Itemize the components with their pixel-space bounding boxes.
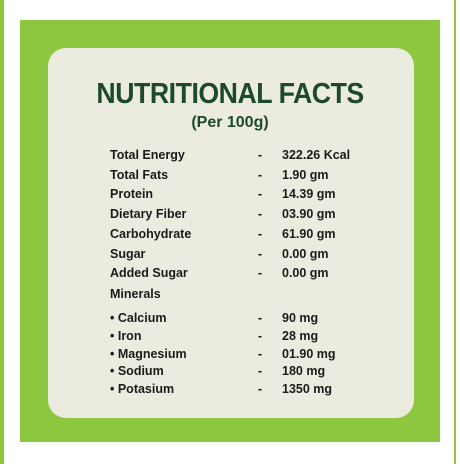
right-green-stripe [454,0,456,464]
mineral-label: • Calcium [110,311,167,325]
fact-value: 1.90 gm [282,168,329,182]
fact-label: Sugar [110,247,146,261]
mineral-row-calcium: • Calcium - 90 mg [110,311,390,331]
page-title: NUTRITIONAL FACTS [96,78,364,110]
fact-value: 61.90 gm [282,227,336,241]
mineral-value: 180 mg [282,364,326,378]
mineral-separator: - [258,347,263,361]
fact-row-sugar: Sugar - 0.00 gm [110,247,390,267]
mineral-separator: - [258,329,263,343]
fact-separator: - [258,247,263,261]
fact-label: Protein [110,187,154,201]
fact-row-added-sugar: Added Sugar - 0.00 gm [110,266,390,286]
fact-separator: - [258,227,263,241]
fact-value: 322.26 Kcal [282,148,351,162]
mineral-row-potasium: • Potasium - 1350 mg [110,382,390,402]
mineral-value: 28 mg [282,329,319,343]
fact-row-total-fats: Total Fats - 1.90 gm [110,168,390,188]
page-subtitle: (Per 100g) [0,114,460,132]
mineral-label: • Potasium [110,382,175,396]
mineral-value: 01.90 mg [282,347,336,361]
left-green-stripe [0,0,4,464]
mineral-label: • Sodium [110,364,164,378]
mineral-row-sodium: • Sodium - 180 mg [110,364,390,384]
mineral-separator: - [258,311,263,325]
fact-label: Added Sugar [110,266,188,280]
fact-label: Total Energy [110,148,185,162]
mineral-value: 90 mg [282,311,319,325]
mineral-label: • Iron [110,329,142,343]
subtitle-text: (Per 100g) [191,114,269,131]
fact-value: 03.90 gm [282,207,336,221]
fact-separator: - [258,207,263,221]
fact-row-carbohydrate: Carbohydrate - 61.90 gm [110,227,390,247]
fact-row-protein: Protein - 14.39 gm [110,187,390,207]
fact-separator: - [258,168,263,182]
fact-separator: - [258,266,263,280]
fact-row-dietary-fiber: Dietary Fiber - 03.90 gm [110,207,390,227]
mineral-label: • Magnesium [110,347,187,361]
fact-value: 0.00 gm [282,247,329,261]
minerals-heading: Minerals [110,287,161,301]
fact-label: Dietary Fiber [110,207,187,221]
fact-label: Carbohydrate [110,227,192,241]
fact-value: 14.39 gm [282,187,336,201]
fact-value: 0.00 gm [282,266,329,280]
fact-row-total-energy: Total Energy - 322.26 Kcal [110,148,390,168]
mineral-separator: - [258,364,263,378]
fact-separator: - [258,148,263,162]
minerals-heading-row: Minerals [110,287,390,307]
mineral-value: 1350 mg [282,382,333,396]
nutrition-card [48,48,414,418]
mineral-row-iron: • Iron - 28 mg [110,329,390,349]
fact-separator: - [258,187,263,201]
fact-label: Total Fats [110,168,169,182]
mineral-row-magnesium: • Magnesium - 01.90 mg [110,347,390,367]
mineral-separator: - [258,382,263,396]
